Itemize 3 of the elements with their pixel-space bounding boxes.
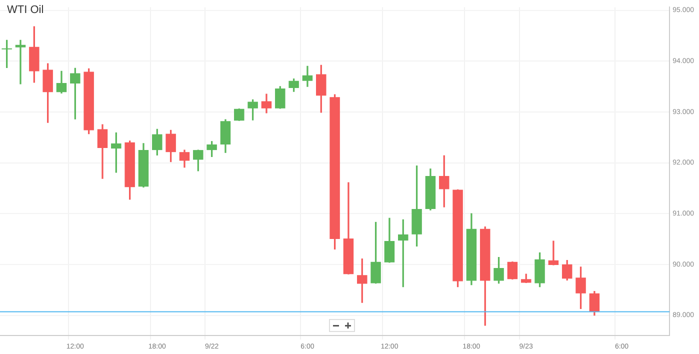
candlestick <box>15 40 26 84</box>
chart-title: WTI Oil <box>7 4 44 16</box>
candlestick <box>548 240 559 266</box>
